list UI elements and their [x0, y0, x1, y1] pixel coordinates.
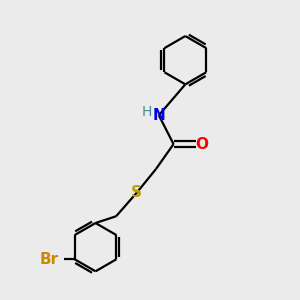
Text: N: N [152, 108, 165, 123]
Text: S: S [131, 185, 142, 200]
Text: Br: Br [39, 252, 58, 267]
Text: O: O [195, 136, 208, 152]
Text: H: H [141, 105, 152, 119]
